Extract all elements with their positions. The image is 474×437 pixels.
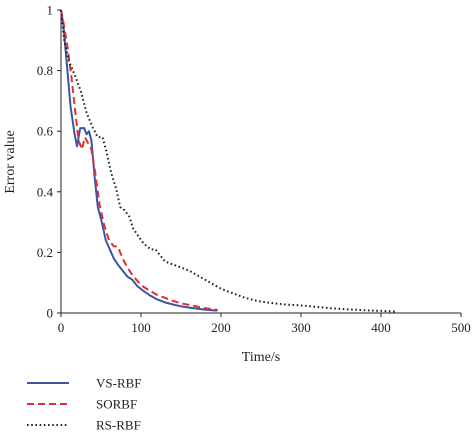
series-lines	[60, 9, 396, 313]
x-tick-label: 100	[131, 320, 151, 335]
x-tick-label: 300	[291, 320, 311, 335]
series-line-sorbf	[60, 9, 218, 311]
x-tick-label: 400	[371, 320, 391, 335]
legend-label: SORBF	[96, 397, 137, 412]
x-tick-label: 0	[58, 320, 65, 335]
y-axis-title: Error value	[3, 130, 18, 193]
series-line-rs-rbf	[60, 9, 396, 313]
y-tick-label: 0.8	[37, 63, 53, 78]
y-tick-label: 0.6	[37, 124, 54, 139]
legend-label: VS-RBF	[96, 376, 142, 391]
y-tick-label: 1	[47, 3, 54, 18]
x-tick-label: 500	[451, 320, 471, 335]
axes: 0 100 200 300 400 500 0 0.2 0.4 0.6 0.8 1	[37, 3, 471, 336]
x-axis-title: Time/s	[242, 350, 280, 365]
y-tick-label: 0	[47, 306, 54, 321]
legend-label: RS-RBF	[96, 418, 141, 433]
x-tick-label: 200	[211, 320, 231, 335]
legend: VS-RBF SORBF RS-RBF	[27, 376, 142, 433]
series-line-vs-rbf	[60, 9, 218, 312]
y-tick-label: 0.4	[37, 184, 54, 199]
y-tick-label: 0.2	[37, 245, 53, 260]
